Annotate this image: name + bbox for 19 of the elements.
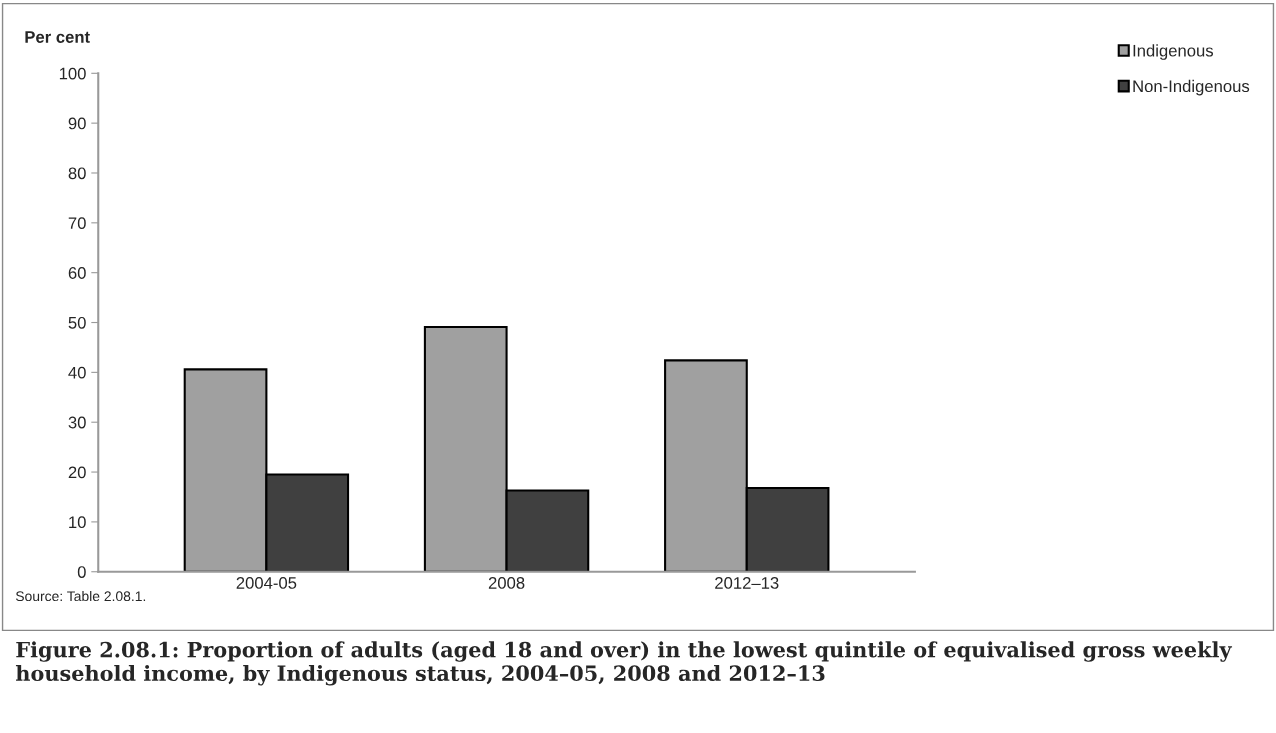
y-tick-label: 60 [68, 267, 86, 279]
y-tick-label: 10 [69, 516, 86, 529]
y-tick-label: 50 [68, 316, 86, 329]
x-tick-label: 2008 [488, 577, 525, 589]
source-note: Source: Table 2.08.1. [15, 590, 146, 602]
y-tick-label: 30 [68, 416, 86, 429]
legend-label: Indigenous [1133, 44, 1214, 60]
y-tick-label: 0 [77, 566, 86, 578]
x-tick-label: 2012–13 [715, 577, 779, 589]
text: Figure 2.08.1: Proportion of adults (aged 18 and over) in the lowest quintile of equivalised gross weekly household income, by Indigenous status, 2004–05, 2008 and 2012–13 [15, 641, 1233, 686]
legend-label: Non-Indigenous [1133, 79, 1250, 96]
y-tick-label: 90 [68, 117, 86, 130]
y-tick-label: 70 [68, 217, 86, 230]
y-tick-label: 100 [59, 67, 86, 80]
x-tick-label: 2004-05 [236, 577, 297, 589]
y-axis-title: Per cent [25, 31, 90, 43]
y-tick-label: 20 [68, 466, 86, 479]
y-tick-label: 80 [68, 167, 86, 180]
y-tick-label: 40 [68, 366, 86, 379]
